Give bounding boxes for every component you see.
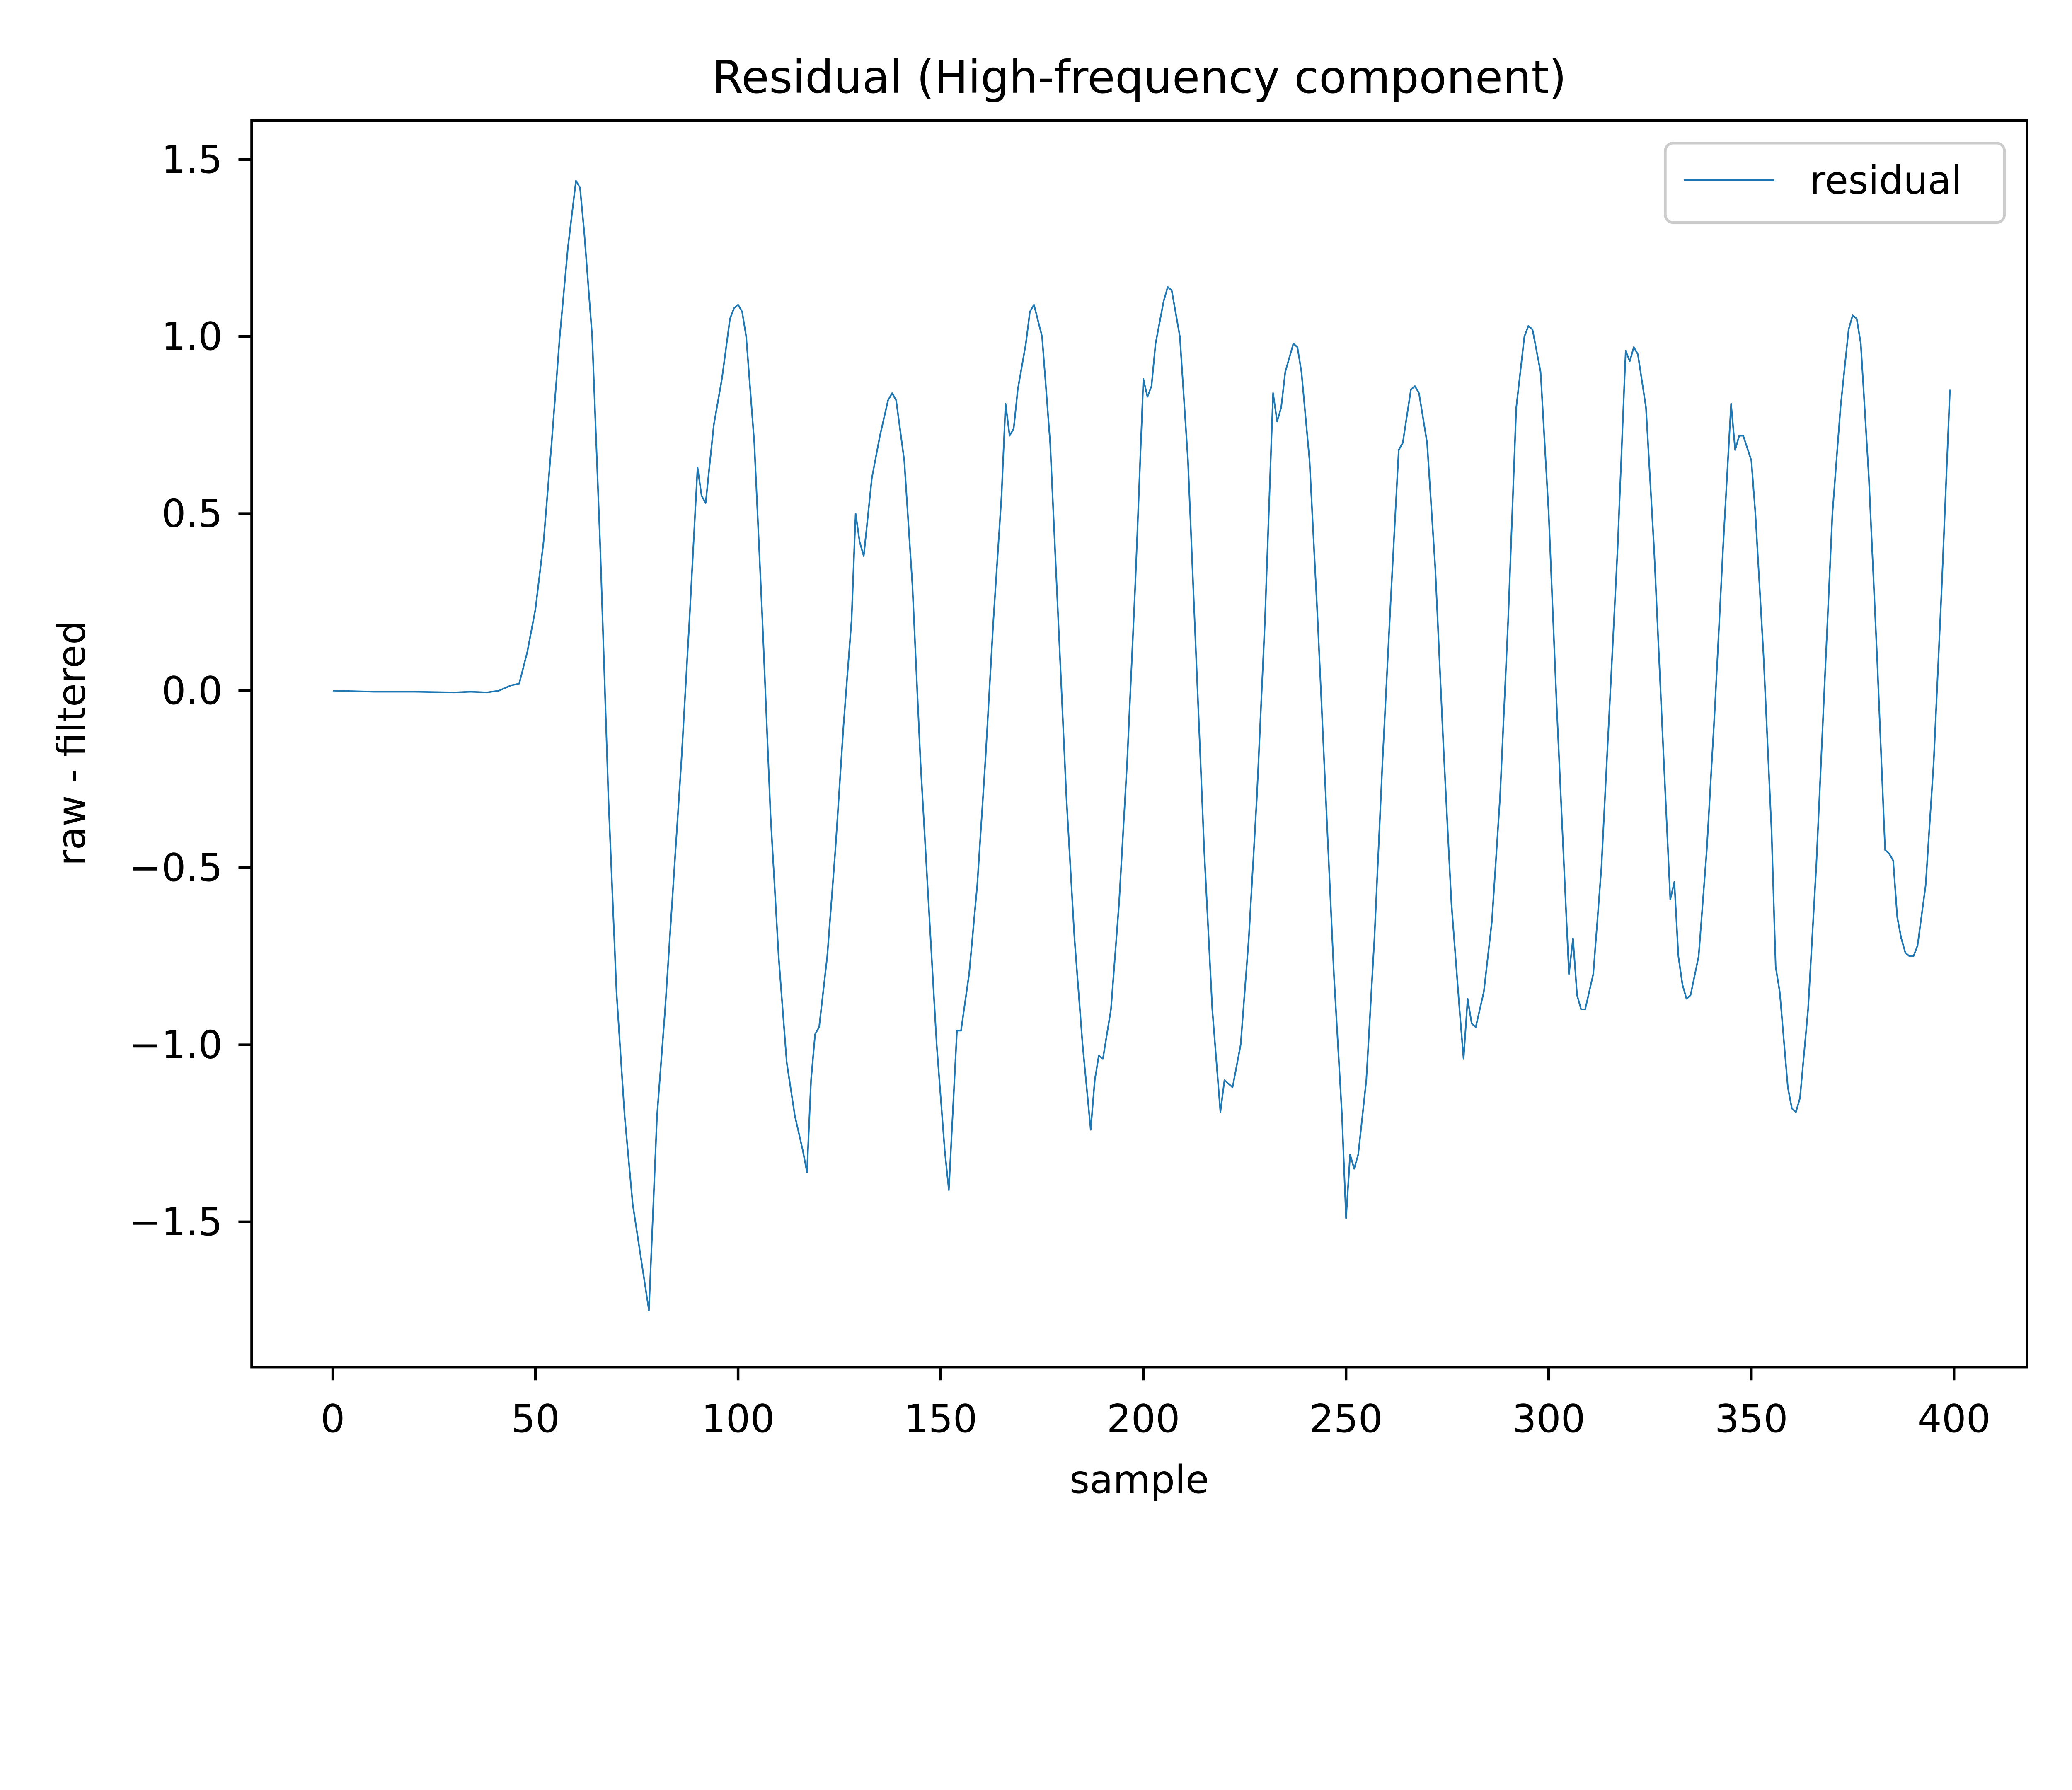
legend: residual (1664, 142, 2006, 224)
y-axis: 1.5 1.0 0.5 0.0 −0.5 −1.0 −1.5 (129, 137, 252, 1244)
y-tick-label: −1.0 (129, 1022, 223, 1067)
x-tick-label: 150 (904, 1396, 978, 1441)
figure-background (0, 0, 2072, 1553)
x-tick-label: 200 (1107, 1396, 1180, 1441)
y-axis-label: raw - filtered (49, 620, 94, 866)
x-tick-label: 50 (511, 1396, 560, 1441)
legend-box (1664, 142, 2006, 224)
x-tick-label: 400 (1917, 1396, 1991, 1441)
x-tick-label: 0 (321, 1396, 345, 1441)
x-axis: 0 50 100 150 200 250 300 350 400 (321, 1367, 1991, 1441)
chart-container: Residual (High-frequency component) 0 50 1… (0, 0, 2072, 1553)
x-tick-label: 100 (702, 1396, 775, 1441)
y-tick-label: 1.0 (162, 314, 223, 359)
series-line-residual (332, 180, 1951, 1311)
x-tick-label: 350 (1715, 1396, 1788, 1441)
residual-chart: Residual (High-frequency component) 0 50 1… (0, 0, 2072, 1553)
x-tick-label: 300 (1512, 1396, 1585, 1441)
x-tick-label: 250 (1310, 1396, 1383, 1441)
y-tick-label: −1.5 (129, 1200, 223, 1244)
chart-title: Residual (High-frequency component) (712, 51, 1566, 104)
y-tick-label: −0.5 (129, 845, 223, 890)
y-tick-label: 0.5 (162, 491, 223, 536)
x-axis-label: sample (1070, 1457, 1209, 1502)
legend-label-residual: residual (1810, 158, 1962, 203)
y-tick-label: 1.5 (162, 137, 223, 182)
y-tick-label: 0.0 (162, 668, 223, 713)
axes-frame (250, 119, 2028, 1369)
plot-area (250, 119, 2028, 1369)
